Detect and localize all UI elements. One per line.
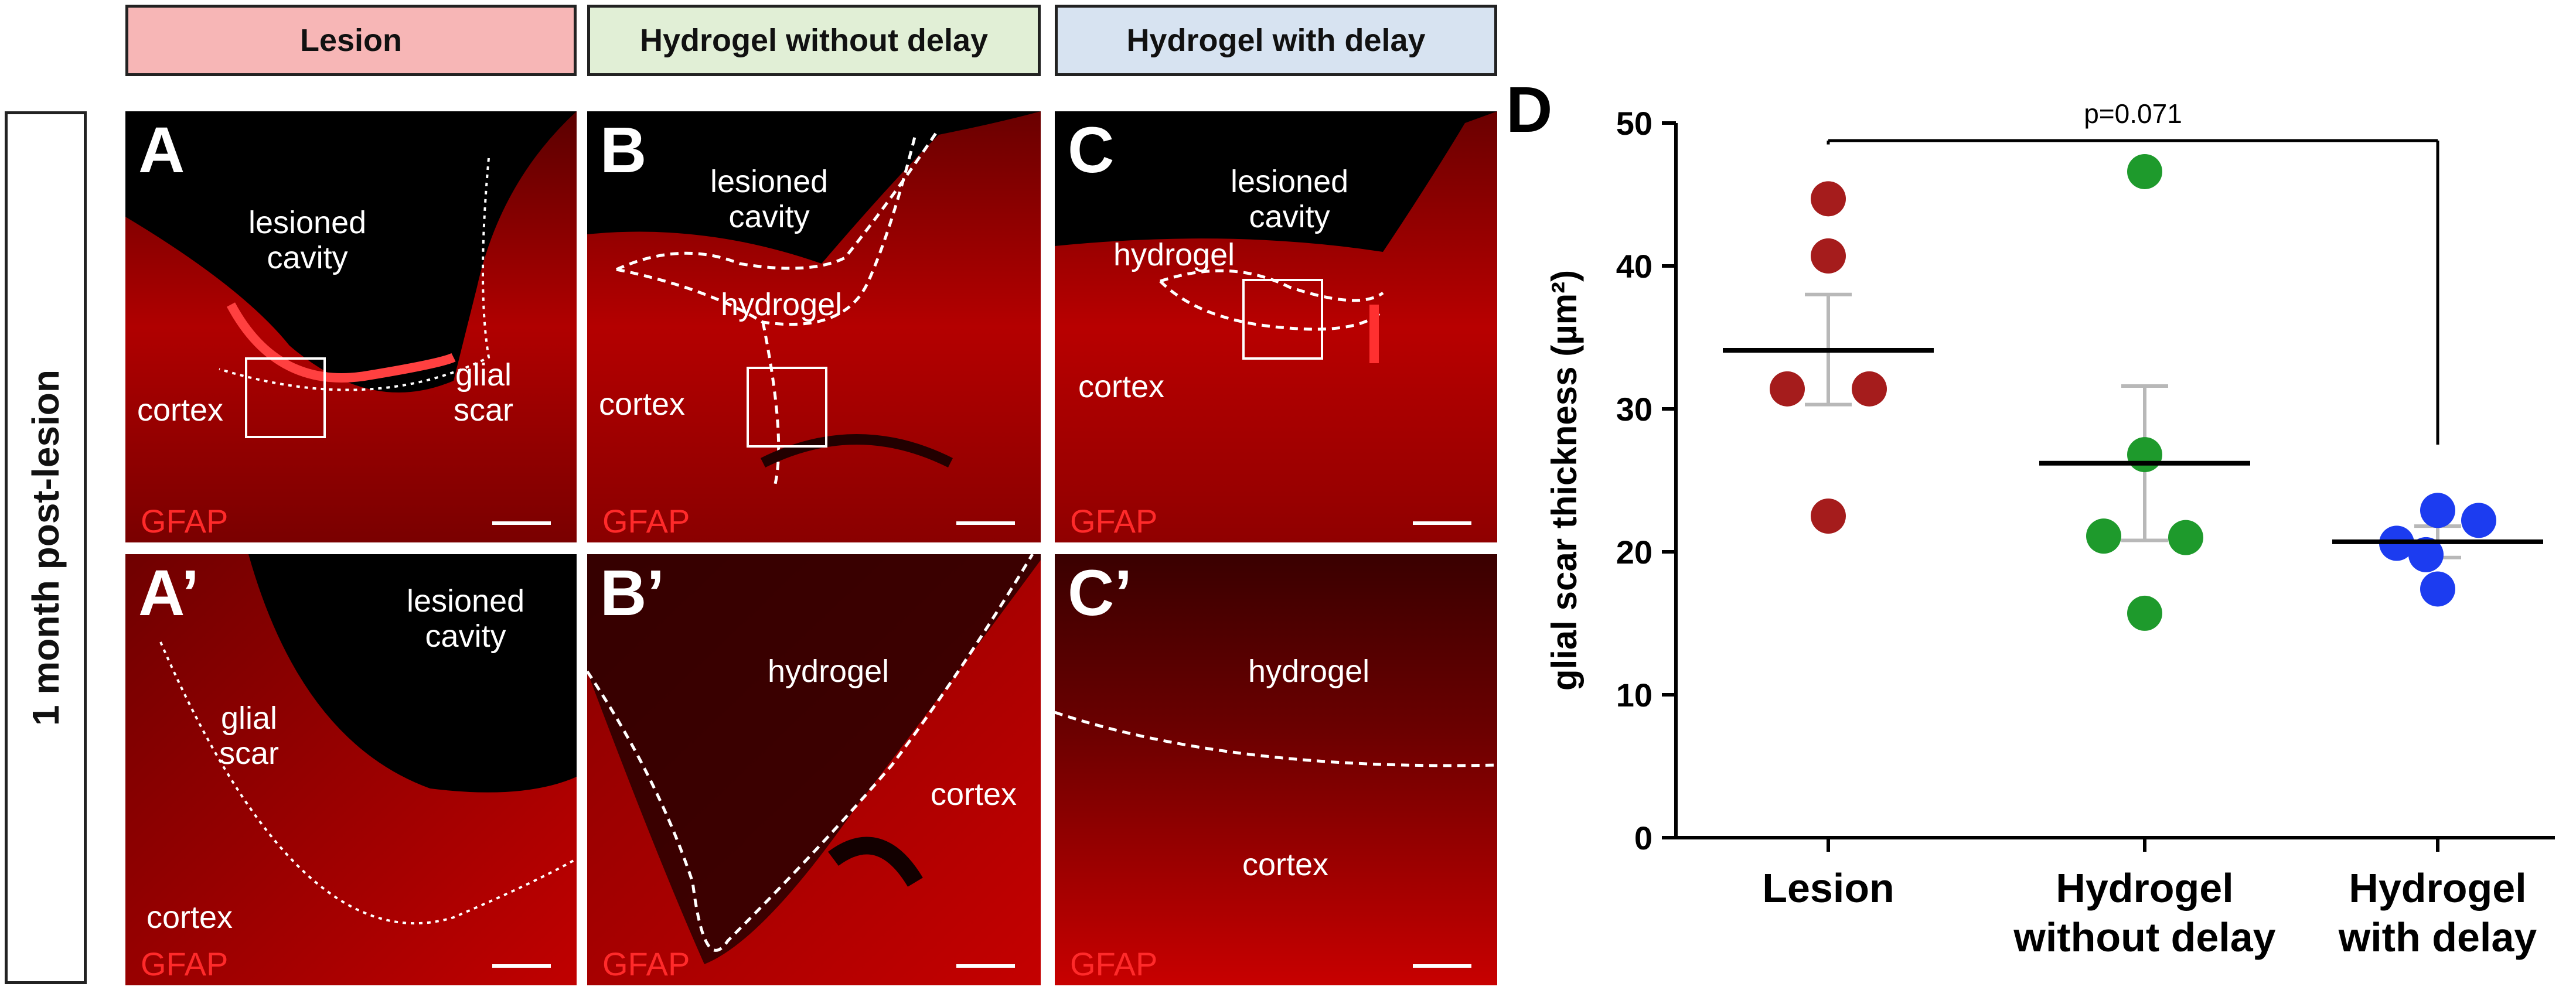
panel-a-scalebar bbox=[492, 521, 551, 525]
panel-c-inset-box bbox=[1242, 279, 1323, 360]
panel-c-prime-label-cortex: cortex bbox=[1242, 847, 1329, 882]
x-category-label: without delay bbox=[2013, 914, 2275, 960]
data-point bbox=[1852, 371, 1887, 407]
data-point bbox=[2408, 537, 2444, 572]
chart-panel-letter: D bbox=[1506, 76, 1552, 146]
y-tick-label: 20 bbox=[1616, 534, 1652, 571]
y-tick-label: 30 bbox=[1616, 391, 1652, 428]
panel-b-letter: B bbox=[600, 114, 647, 186]
panel-c: C lesioned cavity hydrogel cortex GFAP bbox=[1055, 111, 1497, 542]
y-axis-label: glial scar thickness (µm²) bbox=[1545, 270, 1584, 691]
panel-b-prime: B’ hydrogel cortex GFAP bbox=[587, 554, 1041, 985]
x-category-label: Hydrogel bbox=[2349, 865, 2526, 911]
side-label: 1 month post-lesion bbox=[25, 370, 67, 726]
x-category-label: Hydrogel bbox=[2056, 865, 2233, 911]
panel-b-prime-label-hydrogel: hydrogel bbox=[768, 654, 890, 689]
y-tick-label: 0 bbox=[1634, 820, 1652, 856]
panel-a-label-scar: glial scar bbox=[454, 357, 514, 428]
annotation-label: p=0.071 bbox=[2084, 98, 2182, 129]
data-point bbox=[1811, 181, 1846, 217]
panel-b-image bbox=[587, 111, 1041, 542]
panel-b-label-hydrogel: hydrogel bbox=[721, 287, 843, 322]
side-label-box: 1 month post-lesion bbox=[5, 111, 87, 984]
panel-c-prime-scalebar bbox=[1413, 964, 1471, 968]
panel-b-stain: GFAP bbox=[602, 503, 690, 540]
panel-c-prime-letter: C’ bbox=[1068, 557, 1132, 629]
panel-b-prime-letter: B’ bbox=[600, 557, 665, 629]
panel-b-prime-stain: GFAP bbox=[602, 945, 690, 982]
panel-b: B lesioned cavity hydrogel cortex GFAP bbox=[587, 111, 1041, 542]
data-point bbox=[2127, 153, 2162, 189]
panel-a-prime-label-cavity: lesioned cavity bbox=[407, 583, 525, 654]
y-tick-label: 50 bbox=[1616, 105, 1652, 142]
chart-d: D 0 10 20 30 40 50 glial scar thickness (µm²) Le… bbox=[1506, 76, 2555, 960]
panel-c-prime-label-hydrogel: hydrogel bbox=[1248, 654, 1370, 689]
data-point bbox=[2086, 518, 2121, 554]
data-point bbox=[1811, 499, 1846, 534]
panel-a-label-cortex: cortex bbox=[137, 392, 224, 428]
panel-b-label-cortex: cortex bbox=[599, 387, 686, 422]
data-point bbox=[1770, 371, 1805, 407]
header-hydrogel-with-delay: Hydrogel with delay bbox=[1055, 5, 1497, 76]
panel-a-image bbox=[125, 111, 577, 542]
panel-b-label-cavity: lesioned cavity bbox=[710, 164, 829, 235]
panel-c-label-cavity: lesioned cavity bbox=[1231, 164, 1349, 235]
data-point bbox=[2168, 520, 2203, 555]
header-hydrogel-without-delay: Hydrogel without delay bbox=[587, 5, 1041, 76]
panel-b-prime-image bbox=[587, 554, 1041, 985]
panel-b-scalebar bbox=[956, 521, 1015, 525]
x-category-label: Lesion bbox=[1762, 865, 1894, 911]
panel-a-prime-label-scar: glial scar bbox=[219, 701, 280, 771]
panel-c-stain: GFAP bbox=[1070, 503, 1158, 540]
x-category-label: with delay bbox=[2338, 914, 2537, 960]
panel-a-stain: GFAP bbox=[141, 503, 229, 540]
panel-c-label-hydrogel: hydrogel bbox=[1113, 237, 1235, 272]
data-point bbox=[2461, 503, 2496, 538]
panel-a-inset-box bbox=[245, 357, 326, 438]
data-point bbox=[2420, 571, 2455, 607]
panel-b-prime-label-cortex: cortex bbox=[931, 777, 1017, 812]
panel-a-prime-image bbox=[125, 554, 577, 985]
panel-a-prime: A’ lesioned cavity glial scar cortex GFA… bbox=[125, 554, 577, 985]
y-tick-label: 40 bbox=[1616, 248, 1652, 285]
panel-c-scalebar bbox=[1413, 521, 1471, 525]
panel-a-prime-scalebar bbox=[492, 964, 551, 968]
panel-c-label-cortex: cortex bbox=[1078, 369, 1165, 404]
panel-a-prime-label-cortex: cortex bbox=[146, 900, 233, 935]
data-point bbox=[2127, 437, 2162, 473]
panel-a-prime-stain: GFAP bbox=[141, 945, 229, 982]
panel-b-prime-scalebar bbox=[956, 964, 1015, 968]
panel-c-prime-image bbox=[1055, 554, 1497, 985]
data-point bbox=[1811, 238, 1846, 274]
panel-c-image bbox=[1055, 111, 1497, 542]
panel-c-prime: C’ hydrogel cortex GFAP bbox=[1055, 554, 1497, 985]
data-point bbox=[2420, 493, 2455, 528]
panel-b-inset-box bbox=[747, 367, 827, 448]
panel-c-prime-stain: GFAP bbox=[1070, 945, 1158, 982]
panel-a-letter: A bbox=[138, 114, 185, 186]
data-point bbox=[2127, 595, 2162, 631]
panel-a-prime-letter: A’ bbox=[138, 557, 199, 629]
header-lesion: Lesion bbox=[125, 5, 577, 76]
panel-a-label-cavity: lesioned cavity bbox=[248, 205, 367, 276]
panel-c-letter: C bbox=[1068, 114, 1115, 186]
panel-a: A lesioned cavity glial scar cortex GFAP bbox=[125, 111, 577, 542]
y-tick-label: 10 bbox=[1616, 677, 1652, 714]
